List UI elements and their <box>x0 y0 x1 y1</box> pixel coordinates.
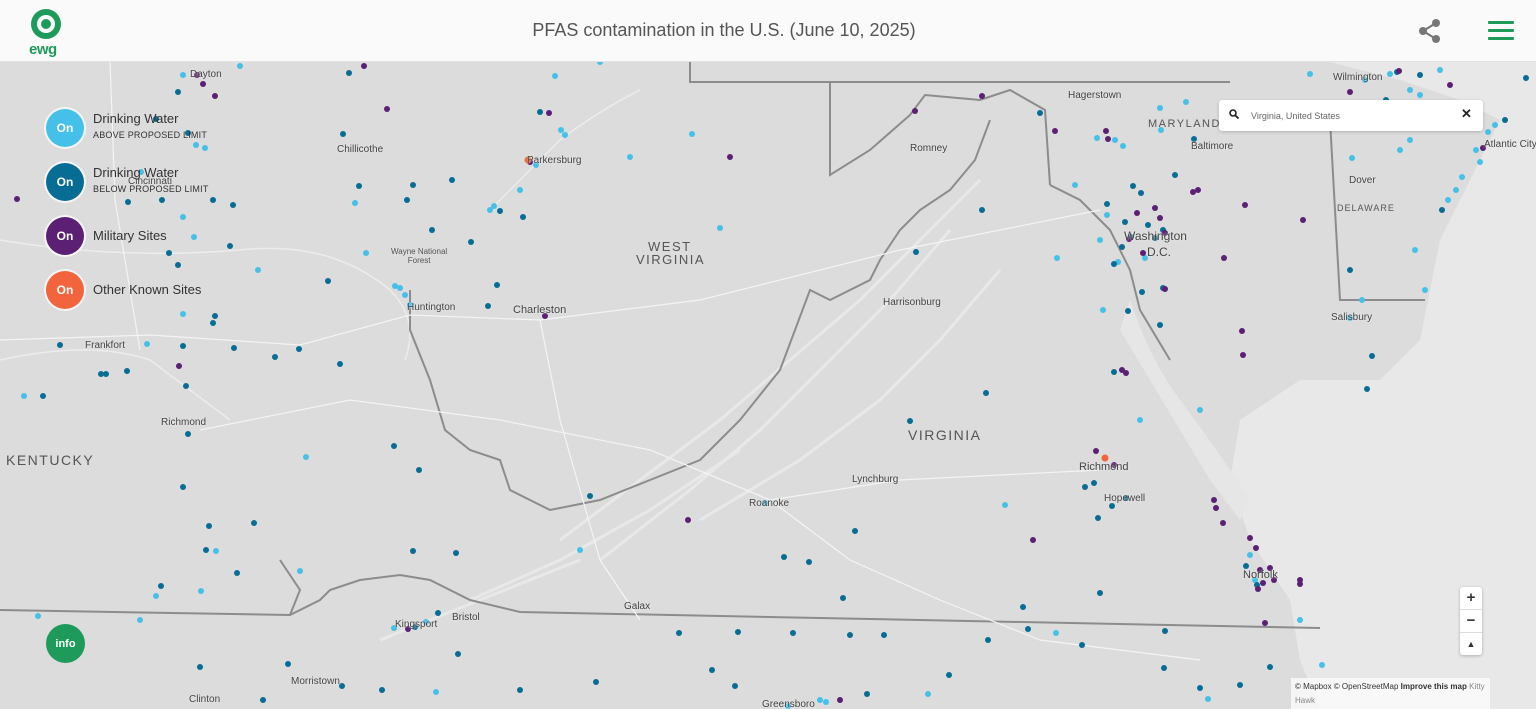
place-lynchburg: Lynchburg <box>852 474 899 485</box>
map-attribution: © Mapbox © OpenStreetMap Improve this ma… <box>1291 678 1490 709</box>
legend-label: Drinking Water <box>93 165 179 180</box>
close-icon[interactable]: ✕ <box>1461 106 1472 121</box>
legend-sublabel: BELOW PROPOSED LIMIT <box>93 184 209 194</box>
ewg-logo-text: ewg <box>29 41 57 58</box>
info-button[interactable]: info <box>46 624 85 663</box>
legend-sublabel: ABOVE PROPOSED LIMIT <box>93 130 208 140</box>
place-dayton: Dayton <box>190 69 222 80</box>
place-roanoke: Roanoke <box>749 498 790 509</box>
legend-item-military: On Military Sites <box>46 217 306 257</box>
place-charleston: Charleston <box>513 304 567 316</box>
improve-map-link[interactable]: Improve this map <box>1400 682 1467 691</box>
place-wilmington: Wilmington <box>1333 72 1383 83</box>
legend-label: Other Known Sites <box>93 282 202 297</box>
place-atlantic-city: Atlantic City <box>1484 139 1536 150</box>
place-harrisonburg: Harrisonburg <box>883 297 941 308</box>
place-hagerstown: Hagerstown <box>1068 90 1122 101</box>
ewg-logo[interactable]: ewg <box>27 9 67 59</box>
place-hopewell: Hopewell <box>1104 493 1146 504</box>
place-richmond-ky: Richmond <box>161 417 207 428</box>
compass-button[interactable]: ▲ <box>1466 639 1476 649</box>
place-bristol: Bristol <box>452 612 480 623</box>
place-galax: Galax <box>624 601 651 612</box>
state-label-west: WEST <box>648 239 692 254</box>
place-richmond-va: Richmond <box>1079 461 1129 473</box>
attribution-text: © Mapbox © OpenStreetMap <box>1295 682 1399 691</box>
legend-item-above-limit: On Drinking Water ABOVE PROPOSED LIMIT <box>46 109 306 149</box>
place-dover: Dover <box>1349 175 1376 186</box>
place-morristown: Morristown <box>291 676 340 687</box>
search-icon <box>1229 109 1240 122</box>
hamburger-menu-icon[interactable] <box>1488 21 1514 41</box>
state-label-virginia-wv: VIRGINIA <box>636 252 706 267</box>
map-basemap <box>0 62 1536 709</box>
place-washington: Washington <box>1124 229 1187 243</box>
ewg-logo-icon <box>31 9 61 39</box>
place-wayne-forest: Wayne National Forest <box>391 247 448 265</box>
state-label-kentucky: KENTUCKY <box>6 452 95 468</box>
toggle-below-limit-button[interactable]: On <box>46 163 84 201</box>
zoom-controls: + − ▲ <box>1460 587 1482 655</box>
legend-label: Military Sites <box>93 228 167 243</box>
header-bar: ewg PFAS contamination in the U.S. (June… <box>0 0 1536 62</box>
toggle-above-limit-button[interactable]: On <box>46 109 84 147</box>
place-baltimore: Baltimore <box>1191 141 1234 152</box>
zoom-in-button[interactable]: + <box>1466 589 1476 606</box>
page-title: PFAS contamination in the U.S. (June 10,… <box>532 20 916 40</box>
share-icon[interactable] <box>1416 17 1444 45</box>
zoom-out-button[interactable]: − <box>1466 612 1476 629</box>
place-dc: D.C. <box>1147 245 1171 259</box>
place-clinton: Clinton <box>189 694 221 705</box>
toggle-military-button[interactable]: On <box>46 217 84 255</box>
location-search: ✕ <box>1219 100 1483 131</box>
attribution-extra: Kitty Hawk <box>1295 682 1485 705</box>
legend-item-below-limit: On Drinking Water BELOW PROPOSED LIMIT <box>46 163 306 203</box>
place-huntington: Huntington <box>407 302 456 313</box>
place-norfolk: Norfolk <box>1243 569 1278 581</box>
place-salisbury: Salisbury <box>1331 312 1373 323</box>
map-canvas[interactable]: WEST VIRGINIA VIRGINIA KENTUCKY MARYLAND… <box>0 62 1536 709</box>
place-cincinnati: Cincinnati <box>128 176 172 187</box>
place-greensboro: Greensboro <box>762 699 815 709</box>
toggle-other-sites-button[interactable]: On <box>46 271 84 309</box>
state-label-delaware: DELAWARE <box>1337 203 1395 213</box>
place-romney: Romney <box>910 143 948 154</box>
place-kingsport: Kingsport <box>395 619 438 630</box>
pfas-site-markers <box>14 62 1529 709</box>
search-input[interactable] <box>1249 106 1453 126</box>
legend-label: Drinking Water <box>93 111 179 126</box>
state-label-virginia: VIRGINIA <box>908 427 982 443</box>
place-chillicothe: Chillicothe <box>337 144 384 155</box>
place-parkersburg: Parkersburg <box>527 155 582 166</box>
state-label-maryland: MARYLAND <box>1148 118 1221 130</box>
legend-item-other: On Other Known Sites <box>46 271 306 311</box>
place-frankfort: Frankfort <box>85 340 126 351</box>
